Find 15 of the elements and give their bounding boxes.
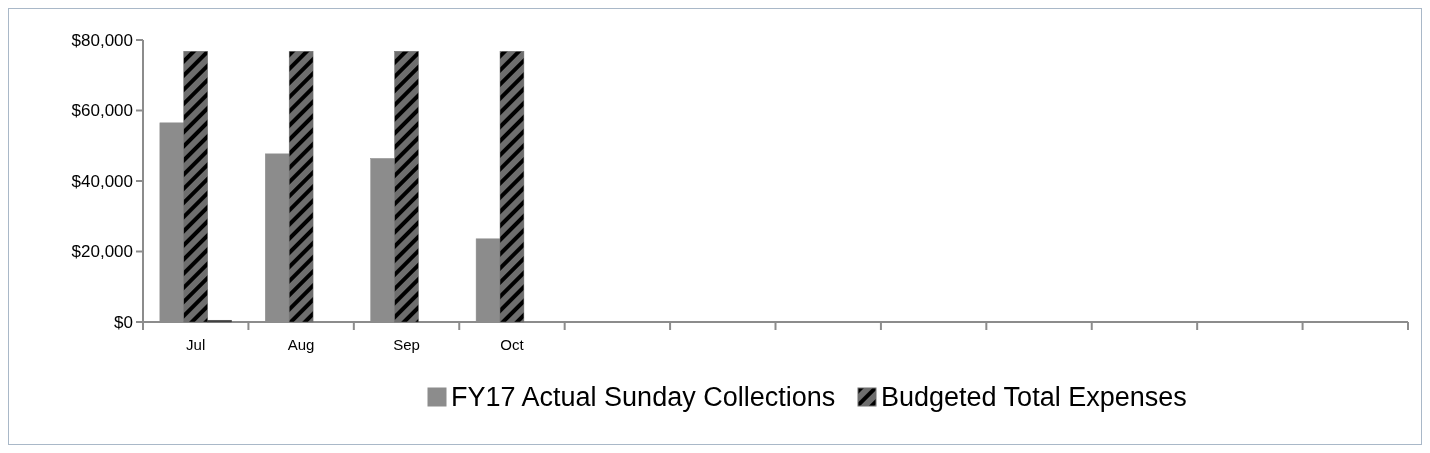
x-tick-label: Oct: [500, 336, 525, 353]
bar: [394, 51, 419, 323]
legend-label: Budgeted Total Expenses: [881, 382, 1187, 413]
y-tick-label: $80,000: [71, 30, 133, 50]
bar: [499, 51, 525, 323]
x-tick-label: Sep: [393, 336, 420, 353]
y-tick-label: $60,000: [71, 101, 133, 121]
x-tick-label: Aug: [287, 336, 315, 353]
y-tick-label: $0: [114, 312, 133, 332]
y-tick-label: $20,000: [71, 242, 133, 262]
bar: [288, 51, 314, 323]
bar: [183, 51, 208, 323]
x-tick-label: Jul: [186, 336, 206, 353]
y-tick-label: $40,000: [71, 171, 133, 191]
legend-label: FY17 Actual Sunday Collections: [451, 382, 836, 413]
